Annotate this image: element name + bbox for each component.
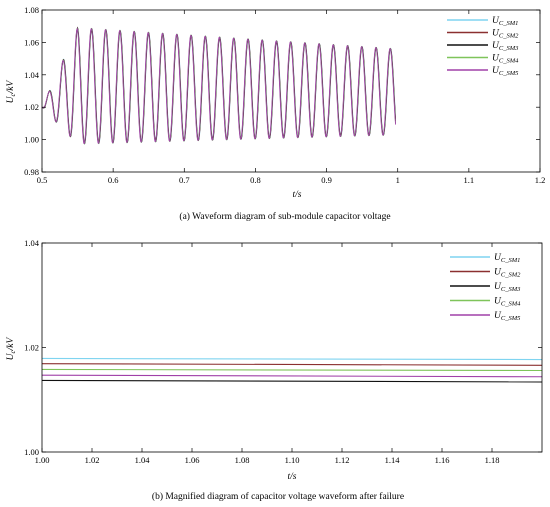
legend-label-2: UC_SM2 <box>494 268 521 279</box>
panel-a-x-tick-label: 0.9 <box>321 175 332 185</box>
panel-b-x-tick-label: 1.10 <box>285 455 300 465</box>
panel-a-x-tick-label: 1.2 <box>535 175 546 185</box>
panel-b-x-tick-label: 1.04 <box>135 455 151 465</box>
panel-b-series-line-1 <box>41 357 543 361</box>
panel-b-x-tick-label: 1.06 <box>185 455 200 465</box>
panel-a-y-tick-label: 0.98 <box>24 167 39 177</box>
panel-b-x-axis-label: t/s <box>288 472 297 482</box>
panel-b-x-tick-label: 1.16 <box>435 455 450 465</box>
panel-a-y-tick-label: 1.02 <box>24 102 39 112</box>
legend-label-4: UC_SM4 <box>494 297 521 308</box>
panel-a-x-tick-label: 0.8 <box>250 175 261 185</box>
panel-a-x-tick-label: 0.5 <box>37 175 48 185</box>
panel-b-legend: UC_SM1 UC_SM2 UC_SM3 UC_SM4 UC_SM5 <box>450 253 521 322</box>
panel-b-x-tick-label: 1.02 <box>85 455 100 465</box>
legend-label-3: UC_SM3 <box>494 282 521 293</box>
panel-b-caption: (b) Magnified diagram of capacitor volta… <box>152 491 404 502</box>
panel-b-x-tick-label: 1.18 <box>485 455 500 465</box>
panel-b-x-tick-label: 1.12 <box>335 455 350 465</box>
legend-label-5: UC_SM5 <box>492 66 519 77</box>
panel-a-y-axis-label: Uc/kV <box>6 79 17 103</box>
panel-b-y-tick-label: 1.02 <box>24 343 39 353</box>
panel-b-series-line-4 <box>41 368 543 372</box>
panel-b-series-line-5 <box>41 374 543 378</box>
legend-label-4: UC_SM4 <box>492 54 519 65</box>
legend-label-1: UC_SM1 <box>492 16 518 27</box>
panel-b-y-tick-label: 1.04 <box>24 238 40 248</box>
panel-a-frame <box>41 9 541 173</box>
panel-b-series-line-3 <box>41 379 543 383</box>
panel-a-y-tick-label: 1.00 <box>24 135 39 145</box>
legend-label-1: UC_SM1 <box>494 253 520 264</box>
legend-label-3: UC_SM3 <box>492 41 519 52</box>
panel-a: 0.5 0.6 0.7 0.8 0.9 1 1.1 1.2 0.98 1.00 1.02 1.04 1.… <box>6 5 545 222</box>
panel-a-x-tick-label: 0.7 <box>179 175 190 185</box>
panel-b-x-tick-label: 1.00 <box>35 455 50 465</box>
panel-b-series-line-2 <box>41 363 543 366</box>
panel-a-caption: (a) Waveform diagram of sub-module capac… <box>179 211 390 222</box>
panel-b-y-axis-label: Uc/kV <box>6 336 17 360</box>
panel-a-y-tick-label: 1.08 <box>24 5 39 15</box>
panel-b-x-tick-label: 1.08 <box>235 455 250 465</box>
panel-a-y-tick-label: 1.06 <box>24 37 39 47</box>
panel-b-x-tick-label: 1.14 <box>385 455 401 465</box>
panel-b-y-tick-label: 1.00 <box>24 447 39 457</box>
panel-a-y-tick-label: 1.04 <box>24 70 40 80</box>
panel-a-x-tick-label: 0.6 <box>108 175 119 185</box>
legend-label-2: UC_SM2 <box>492 29 519 40</box>
panel-a-series-line-5 <box>41 27 397 145</box>
panel-b: 1.00 1.02 1.04 1.06 1.08 1.10 1.12 1.14 1.16 1.18… <box>6 238 543 502</box>
panel-b-frame <box>41 242 543 453</box>
panel-a-x-tick-label: 1 <box>396 175 400 185</box>
panel-a-x-tick-label: 1.1 <box>464 175 475 185</box>
panel-a-x-axis-label: t/s <box>293 190 302 200</box>
legend-label-5: UC_SM5 <box>494 311 521 322</box>
